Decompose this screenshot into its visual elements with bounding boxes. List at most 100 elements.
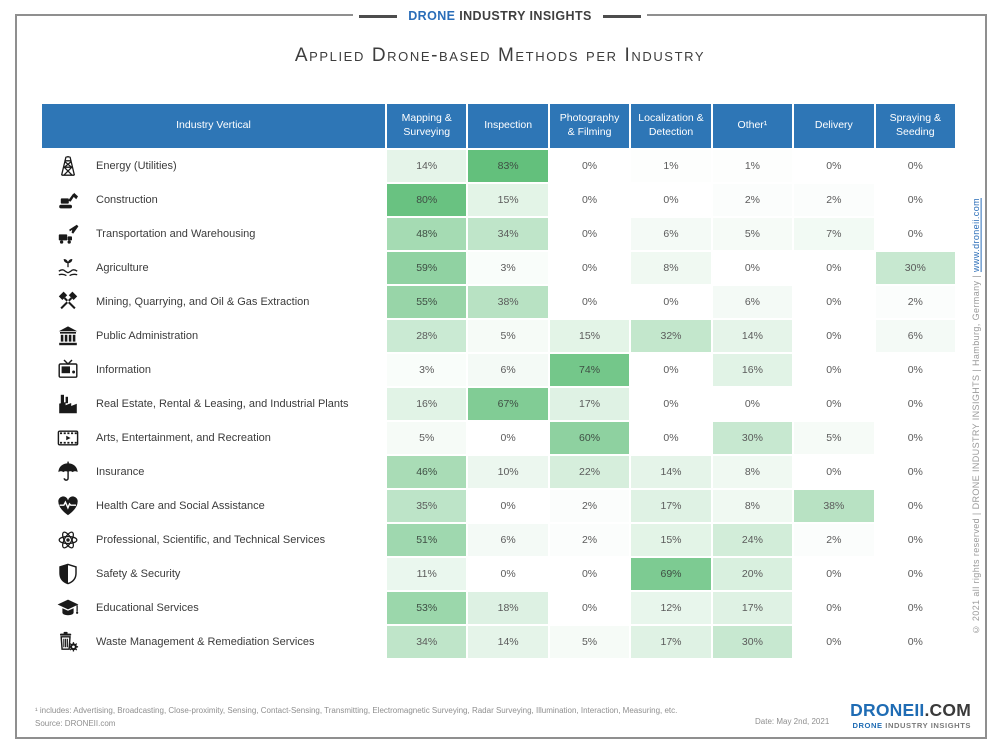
- droneii-logo: DRONEII.COM DRONE INDUSTRY INSIGHTS: [850, 701, 971, 730]
- value-cell: 0%: [875, 354, 955, 386]
- column-header-industry-vertical: Industry Vertical: [42, 104, 385, 148]
- industry-label: Arts, Entertainment, and Recreation: [96, 432, 271, 444]
- value-cell: 0%: [794, 150, 874, 182]
- table-row: Safety & Security 11% 0% 0% 69% 20% 0% 0%: [42, 558, 955, 590]
- industry-label: Energy (Utilities): [96, 160, 177, 172]
- value-cell: 80%: [387, 184, 467, 216]
- value-cell: 22%: [549, 456, 630, 488]
- value-cell: 0%: [631, 184, 711, 216]
- value-cell: 6%: [875, 320, 955, 352]
- value-cell: 55%: [387, 286, 467, 318]
- value-cell: 0%: [875, 388, 955, 420]
- value-cell: 24%: [712, 524, 793, 556]
- value-cell: 67%: [468, 388, 548, 420]
- value-cell: 17%: [549, 388, 630, 420]
- value-cell: 8%: [631, 252, 711, 284]
- graduation-cap-icon: [55, 595, 81, 621]
- value-cell: 0%: [794, 252, 874, 284]
- value-cell: 8%: [712, 490, 793, 522]
- value-cell: 14%: [712, 320, 793, 352]
- value-cell: 0%: [794, 456, 874, 488]
- value-cell: 14%: [468, 626, 548, 658]
- industry-cell: Agriculture: [42, 252, 385, 284]
- table-row: Agriculture 59% 3% 0% 8% 0% 0% 30%: [42, 252, 955, 284]
- industry-cell: Professional, Scientific, and Technical …: [42, 524, 385, 556]
- value-cell: 46%: [387, 456, 467, 488]
- value-cell: 5%: [549, 626, 630, 658]
- industry-label: Real Estate, Rental & Leasing, and Indus…: [96, 398, 349, 410]
- industry-label: Public Administration: [96, 330, 199, 342]
- source-text: Source: DRONEII.com: [35, 718, 116, 728]
- hands-plant-icon: [55, 255, 81, 281]
- value-cell: 0%: [631, 354, 711, 386]
- value-cell: 5%: [712, 218, 793, 250]
- industry-cell: Construction: [42, 184, 385, 216]
- top-brand-rest: INDUSTRY INSIGHTS: [455, 9, 592, 23]
- table-row: Real Estate, Rental & Leasing, and Indus…: [42, 388, 955, 420]
- logo-droneii: DRONEII: [850, 700, 925, 721]
- value-cell: 6%: [468, 354, 548, 386]
- side-copyright: © 2021 all rights reserved | DRONE INDUS…: [971, 140, 981, 692]
- table-row: Public Administration 28% 5% 15% 32% 14% 0% 6%: [42, 320, 955, 352]
- value-cell: 0%: [875, 524, 955, 556]
- industry-cell: Information: [42, 354, 385, 386]
- value-cell: 0%: [875, 456, 955, 488]
- footnote-block: ¹ includes: Advertising, Broadcasting, C…: [35, 705, 695, 730]
- value-cell: 0%: [875, 218, 955, 250]
- industry-label: Agriculture: [96, 262, 149, 274]
- value-cell: 0%: [875, 150, 955, 182]
- value-cell: 2%: [794, 524, 874, 556]
- industry-cell: Educational Services: [42, 592, 385, 624]
- value-cell: 38%: [468, 286, 548, 318]
- value-cell: 0%: [631, 388, 711, 420]
- table-row: Health Care and Social Assistance 35% 0% 2…: [42, 490, 955, 522]
- top-brand-blue: DRONE: [408, 9, 456, 23]
- film-strip-icon: [55, 425, 81, 451]
- value-cell: 0%: [794, 286, 874, 318]
- value-cell: 0%: [631, 286, 711, 318]
- value-cell: 34%: [468, 218, 548, 250]
- trash-gear-icon: [55, 629, 81, 655]
- top-brand-text: DRONE INDUSTRY INSIGHTS: [408, 9, 592, 23]
- factory-icon: [55, 391, 81, 417]
- page-title: Applied Drone-based Methods per Industry: [294, 45, 706, 66]
- heatmap-table: Industry Vertical Mapping & Surveying Ins…: [42, 104, 955, 660]
- brand-rule-right: [602, 14, 641, 18]
- value-cell: 30%: [712, 422, 793, 454]
- value-cell: 2%: [549, 490, 630, 522]
- column-header-other: Other¹: [712, 104, 793, 148]
- value-cell: 0%: [712, 388, 793, 420]
- value-cell: 0%: [549, 150, 630, 182]
- industry-cell: Waste Management & Remediation Services: [42, 626, 385, 658]
- value-cell: 10%: [468, 456, 548, 488]
- value-cell: 2%: [875, 286, 955, 318]
- industry-cell: Safety & Security: [42, 558, 385, 590]
- value-cell: 38%: [794, 490, 874, 522]
- value-cell: 2%: [712, 184, 793, 216]
- industry-label: Waste Management & Remediation Services: [96, 636, 315, 648]
- value-cell: 5%: [468, 320, 548, 352]
- value-cell: 2%: [549, 524, 630, 556]
- heart-pulse-icon: [55, 493, 81, 519]
- table-header-row: Industry Vertical Mapping & Surveying Ins…: [42, 104, 955, 148]
- industry-label: Information: [96, 364, 152, 376]
- droneii-link[interactable]: www.droneii.com: [971, 197, 981, 272]
- shield-icon: [55, 561, 81, 587]
- industry-label: Insurance: [96, 466, 145, 478]
- industry-label: Construction: [96, 194, 158, 206]
- logo-sub-industry: INDUSTRY INSIGHTS: [885, 720, 971, 730]
- column-header-inspection: Inspection: [468, 104, 548, 148]
- value-cell: 1%: [712, 150, 793, 182]
- industry-label: Safety & Security: [96, 568, 181, 580]
- brand-rule-left: [359, 14, 398, 18]
- industry-label: Health Care and Social Assistance: [96, 500, 265, 512]
- value-cell: 18%: [468, 592, 548, 624]
- value-cell: 74%: [549, 354, 630, 386]
- logo-sub-drone: DRONE: [852, 720, 886, 730]
- government-building-icon: [55, 323, 81, 349]
- value-cell: 3%: [468, 252, 548, 284]
- value-cell: 17%: [712, 592, 793, 624]
- droneii-logo-main: DRONEII.COM: [850, 701, 971, 720]
- value-cell: 0%: [875, 592, 955, 624]
- industry-label: Mining, Quarrying, and Oil & Gas Extract…: [96, 296, 310, 308]
